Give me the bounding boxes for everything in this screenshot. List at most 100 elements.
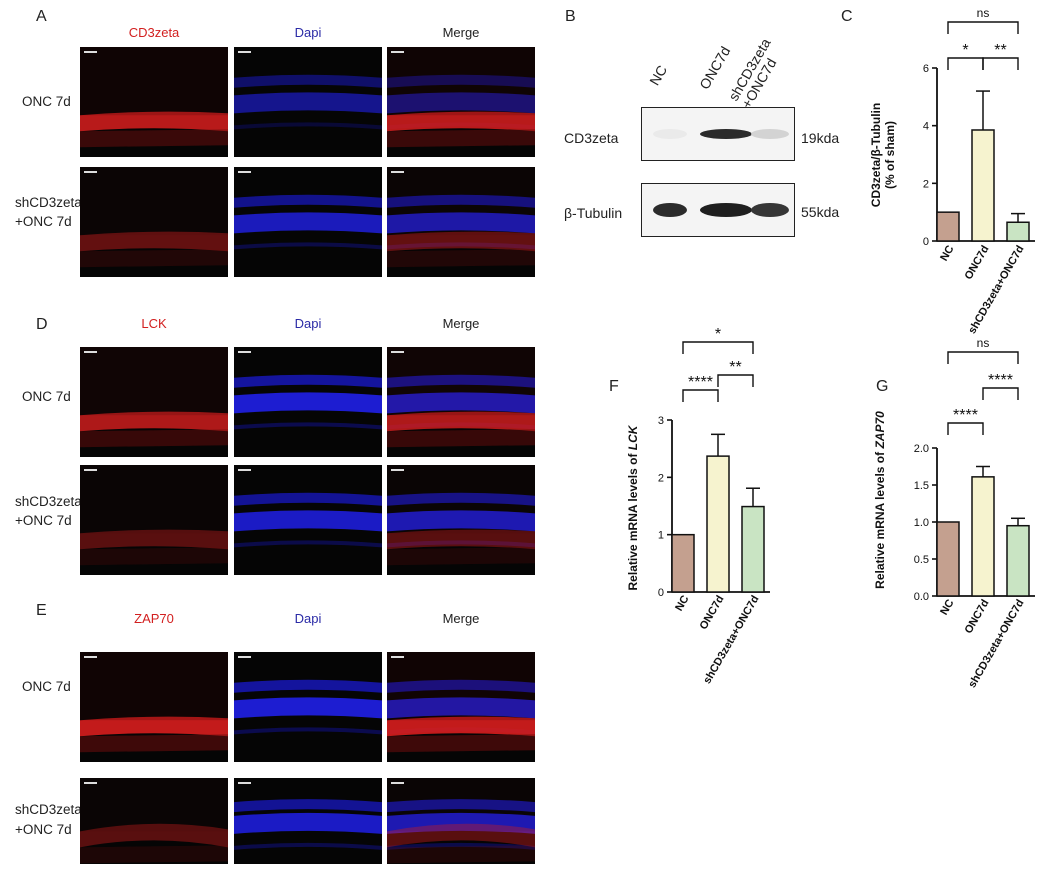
micrograph-red [80,47,228,157]
significance-bracket [947,422,984,435]
column-header-stain: CD3zeta [128,25,180,40]
blot-band [700,129,752,139]
y-tick-label: 2 [923,178,929,190]
significance-label: ** [994,42,1006,59]
column-header-merge: Merge [442,316,480,331]
row-label: ONC 7d [22,94,71,109]
category-label: NC [673,593,691,613]
micrograph-merge [387,778,535,864]
row-label-2: +ONC 7d [15,513,72,528]
y-axis-label: Relative mRNA levels of LCK [626,424,640,590]
significance-bracket [682,389,719,402]
bar-NC [671,533,695,593]
bar-shCD3zeta+ONC7d [1006,524,1030,597]
significance-bracket [682,341,754,354]
category-label: ONC7d [963,244,992,282]
row-label-2: +ONC 7d [15,822,72,837]
column-header-dapi: Dapi [294,316,322,331]
panel-label-g: G [876,378,889,395]
blot-band [700,203,752,217]
micrograph-red [80,778,228,864]
chart-G: 0.00.51.01.52.0NC ONC7dshCD3zeta+ONC7d***… [873,336,1035,690]
bar-ONC7d [706,455,730,593]
micrograph-blue [234,778,382,864]
y-tick-label: 0.0 [914,591,929,603]
blot-protein-cd3zeta: CD3zeta [564,130,619,146]
column-header-dapi: Dapi [294,25,322,40]
row-label: shCD3zeta [15,802,82,817]
y-tick-label: 1 [658,530,664,542]
column-header-dapi: Dapi [294,611,322,626]
bar-ONC7d [971,129,995,242]
significance-label: **** [688,374,713,391]
panel-label-e: E [36,602,47,619]
category-label: ONC7d [963,598,992,636]
category-label: NC [938,243,956,263]
bar-shCD3zeta+ONC7d [741,505,765,593]
micrograph-merge [387,347,535,457]
y-tick-label: 3 [658,415,664,427]
significance-label: ns [977,336,990,350]
bar-NC [936,521,960,597]
significance-bracket [982,57,1019,70]
y-tick-label: 1.5 [914,480,929,492]
y-tick-label: 0 [923,236,929,248]
micrograph-red [80,465,228,575]
significance-bracket [947,57,984,70]
blot-cd3zeta [641,107,795,161]
y-tick-label: 0 [658,587,664,599]
micrograph-merge [387,465,535,575]
y-tick-label: 2 [658,472,664,484]
blot-size-55kda: 55kda [801,204,840,220]
panel-label-c: C [841,8,853,25]
micrograph-blue [234,652,382,762]
significance-label: **** [953,407,978,424]
micrograph-merge [387,167,535,277]
significance-label: ** [729,359,741,376]
blot-size-19kda: 19kda [801,130,840,146]
significance-bracket [982,387,1019,400]
row-label: ONC 7d [22,679,71,694]
bar-NC [936,211,960,242]
significance-label: **** [988,372,1013,389]
blot-band [751,129,789,139]
y-axis-label: CD3zeta/β-Tubulin(% of sham) [869,103,897,207]
row-label-2: +ONC 7d [15,214,72,229]
micrograph-red [80,167,228,277]
blot-band [751,203,789,217]
panel-label-f: F [609,378,619,395]
panel-label-d: D [36,316,48,333]
y-tick-label: 1.0 [914,517,929,529]
significance-label: * [715,326,721,343]
y-tick-label: 6 [923,63,929,75]
blot-band-image-tubulin [653,203,789,217]
micrograph-red [80,652,228,762]
blot-tubulin [641,183,795,237]
category-label: ONC7d [698,594,727,632]
y-tick-label: 2.0 [914,443,929,455]
column-header-stain: ZAP70 [134,611,174,626]
significance-label: ns [977,6,990,20]
significance-bracket [947,351,1019,364]
micrograph-merge [387,47,535,157]
micrograph-blue [234,47,382,157]
micrograph-red [80,347,228,457]
micrograph-merge [387,652,535,762]
blot-band [653,203,687,217]
row-label: shCD3zeta [15,195,82,210]
column-header-merge: Merge [442,611,480,626]
row-label: shCD3zeta [15,494,82,509]
panel-label-a: A [36,8,47,25]
blot-protein-tubulin: β-Tubulin [564,205,623,221]
y-tick-label: 4 [923,121,929,133]
y-axis-label: Relative mRNA levels of ZAP70 [873,411,887,589]
category-label: NC [938,597,956,617]
column-header-stain: LCK [141,316,167,331]
blot-band [653,129,687,139]
significance-bracket [947,21,1019,34]
micrograph-blue [234,167,382,277]
bar-ONC7d [971,476,995,597]
micrograph-blue [234,465,382,575]
